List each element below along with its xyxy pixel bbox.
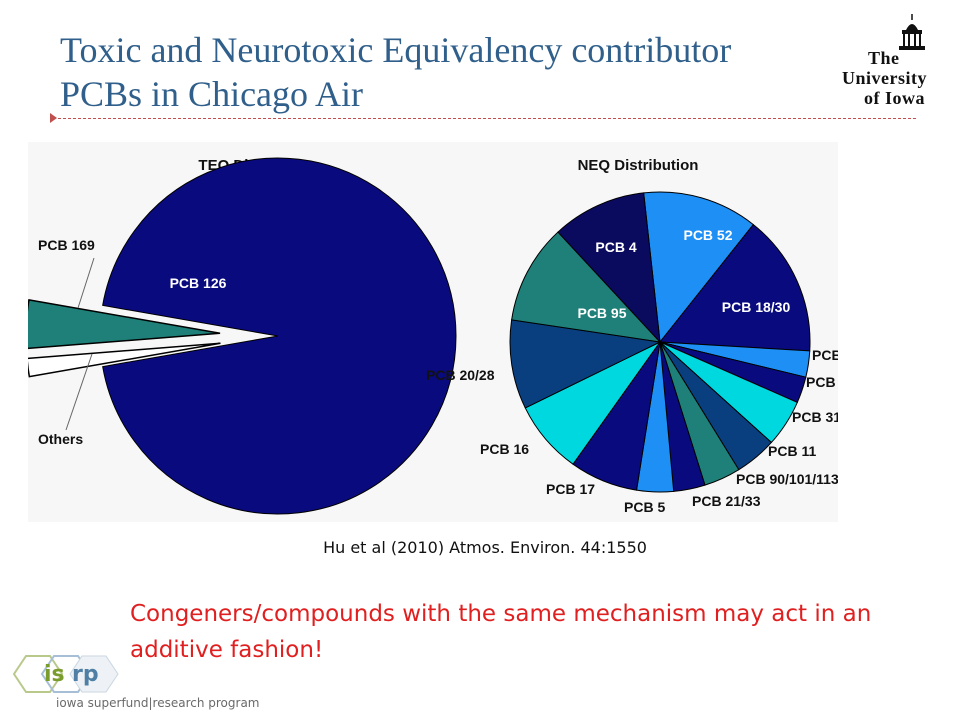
slice-pcb-20-28 xyxy=(509,319,662,409)
university-logo: The University of Iowa xyxy=(838,14,938,108)
slice-label-pcb-4: PCB 4 xyxy=(595,239,636,255)
slice-label-pcb-17: PCB 17 xyxy=(546,481,595,497)
slice-label-pcb-20-28: PCB 20/28 xyxy=(426,367,495,383)
slice-label-pcb-126: PCB 126 xyxy=(170,275,227,291)
slice-label-pcb-21-33: PCB 21/33 xyxy=(692,493,761,509)
slice-label-pcb-95: PCB 95 xyxy=(577,305,626,321)
slice-label-pcb-110: PCB 110 xyxy=(812,347,838,363)
slice-label-pcb-169: PCB 169 xyxy=(38,237,95,253)
slice-pcb-126 xyxy=(102,157,457,515)
slide-title: Toxic and Neurotoxic Equivalency contrib… xyxy=(60,30,732,114)
slice-pcb-18-30 xyxy=(659,223,811,352)
slice-label-pcb-11: PCB 11 xyxy=(768,443,816,459)
slice-label-pcb-5: PCB 5 xyxy=(624,499,665,515)
logo-text-the: The xyxy=(868,48,900,68)
title-rule-arrow xyxy=(50,113,57,123)
neq-chart-title: NEQ Distribution xyxy=(578,157,699,174)
slice-label-pcb-31: PCB 31 xyxy=(792,409,838,425)
hexagon-logo-icon xyxy=(12,655,119,693)
slice-pcb-169 xyxy=(28,299,221,350)
slice-label-pcb-18-30: PCB 18/30 xyxy=(722,299,791,315)
isrp-is-text: is xyxy=(44,662,65,687)
leader-line-pcb-169 xyxy=(77,257,95,309)
additive-note: Congeners/compounds with the same mechan… xyxy=(130,601,872,663)
slice-label-pcb-16: PCB 16 xyxy=(480,441,529,457)
slice-label-pcb-40-41-71: PCB 40/41/71 xyxy=(806,374,838,390)
isrp-program-text: iowa superfund|research program xyxy=(56,696,260,710)
slice-pcb-52 xyxy=(643,191,755,344)
title-divider xyxy=(58,118,916,119)
slice-pcb-95 xyxy=(511,231,662,343)
slice-label-pcb-90-101-113: PCB 90/101/113 xyxy=(736,471,838,487)
isrp-logo: is rp iowa superfund|research program xyxy=(6,652,260,716)
slice-pcb-4 xyxy=(557,192,661,344)
slice-label-others: Others xyxy=(38,431,83,447)
isrp-rp-text: rp xyxy=(72,662,99,687)
logo-text-of-iowa: of Iowa xyxy=(864,88,925,108)
logo-text-university: University xyxy=(842,68,927,88)
neq-pie-chart: NEQ Distribution PCB 52 PCB 18/30 PCB 110 PC… xyxy=(426,157,838,515)
old-capitol-icon xyxy=(899,14,925,50)
slice-others xyxy=(28,342,221,378)
slice-label-pcb-52: PCB 52 xyxy=(683,227,732,243)
citation: Hu et al (2010) Atmos. Environ. 44:1550 xyxy=(323,538,647,557)
leader-line-others xyxy=(65,353,93,431)
